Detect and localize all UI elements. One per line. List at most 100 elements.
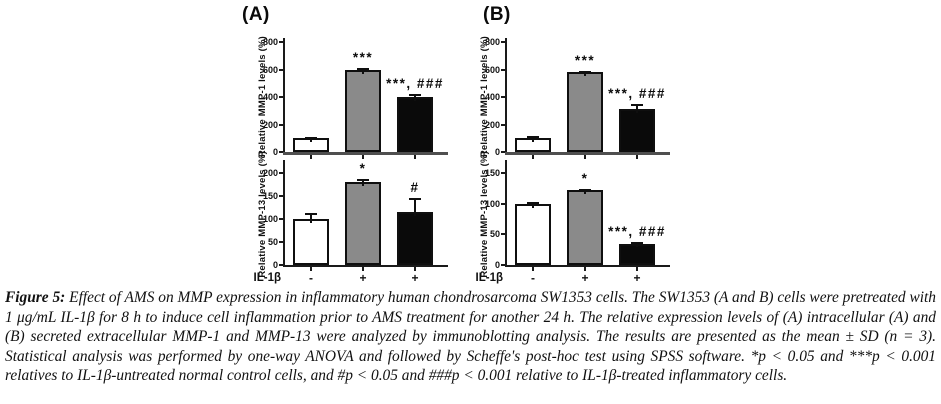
x-axis-treatment-label: IL-1β — [475, 272, 503, 284]
bar-control — [515, 203, 551, 265]
x-axis — [505, 265, 670, 267]
y-tick-label: 50 — [489, 229, 500, 240]
significance-annotation: ***, ### — [386, 76, 444, 92]
error-bar-cap — [527, 136, 539, 139]
y-axis — [283, 38, 285, 154]
y-tick-label: 150 — [262, 190, 278, 201]
x-axis-treatment-label: IL-1β — [253, 272, 281, 284]
x-axis — [505, 152, 670, 155]
error-bar — [584, 188, 586, 195]
y-tick-label: 600 — [484, 64, 500, 75]
significance-annotation: ***, ### — [608, 223, 666, 239]
y-tick — [279, 217, 283, 220]
y-tick-label: 200 — [262, 119, 278, 130]
significance-annotation: *** — [574, 52, 596, 68]
bar-il1b-treated — [567, 190, 603, 265]
y-tick-label: 0 — [272, 260, 278, 270]
y-tick — [279, 151, 283, 153]
y-tick-label: 150 — [484, 167, 500, 178]
error-bar — [414, 198, 416, 217]
error-bar — [636, 241, 638, 248]
y-tick — [279, 171, 283, 174]
y-tick — [501, 68, 505, 71]
error-bar — [310, 212, 312, 223]
caption-text: Effect of AMS on MMP expression in infla… — [5, 289, 936, 384]
x-tick — [584, 155, 586, 159]
x-category-label: + — [359, 271, 367, 285]
error-bar-cap — [357, 179, 369, 182]
y-axis — [505, 160, 507, 267]
error-bar — [636, 103, 638, 113]
error-bar-cap — [305, 136, 317, 139]
error-bar-cap — [579, 70, 591, 73]
y-tick-label: 100 — [484, 198, 500, 209]
error-bar-cap — [409, 198, 421, 201]
y-tick — [501, 41, 505, 44]
y-tick — [279, 96, 283, 99]
bar-control — [293, 218, 329, 265]
x-category-label: + — [581, 271, 589, 285]
x-tick — [310, 267, 312, 271]
error-bar-cap — [305, 212, 317, 215]
y-tick — [279, 68, 283, 71]
y-tick — [501, 96, 505, 99]
bar-il1b-ams-treated — [619, 108, 655, 152]
bar-il1b-ams-treated — [397, 212, 433, 265]
significance-annotation: * — [581, 170, 589, 186]
y-tick-label: 100 — [262, 213, 278, 224]
error-bar-cap — [527, 201, 539, 204]
y-tick-label: 400 — [262, 92, 278, 103]
bar-il1b-treated — [345, 69, 381, 152]
x-tick — [414, 267, 416, 271]
y-tick — [501, 151, 505, 153]
x-tick — [414, 155, 416, 159]
x-tick — [532, 267, 534, 271]
error-bar-cap — [631, 241, 643, 244]
y-tick — [501, 233, 505, 236]
x-category-label: - — [531, 271, 535, 285]
y-tick — [279, 123, 283, 126]
bar-il1b-treated — [567, 71, 603, 152]
y-tick-label: 200 — [262, 167, 278, 178]
error-bar-cap — [579, 188, 591, 191]
y-tick-label: 0 — [494, 260, 500, 270]
y-axis — [283, 160, 285, 267]
y-tick — [501, 123, 505, 126]
figure-panels: (A) IL-1β (B) IL-1β Relative MMP-1 levels (%… — [242, 4, 670, 285]
error-bar — [362, 68, 364, 74]
error-bar-cap — [631, 103, 643, 106]
y-tick-label: 0 — [272, 147, 278, 157]
error-bar-cap — [357, 68, 369, 71]
error-bar — [414, 94, 416, 102]
y-tick-label: 800 — [484, 37, 500, 48]
y-tick — [279, 41, 283, 44]
significance-annotation: ***, ### — [608, 85, 666, 101]
caption-label: Figure 5: — [5, 289, 66, 306]
x-tick — [584, 267, 586, 271]
y-tick — [279, 240, 283, 243]
significance-annotation: *** — [352, 50, 374, 66]
y-tick — [501, 202, 505, 205]
bar-il1b-treated — [345, 182, 381, 265]
y-tick-label: 400 — [484, 92, 500, 103]
significance-annotation: * — [359, 161, 367, 177]
x-category-label: + — [633, 271, 641, 285]
x-axis — [283, 152, 448, 155]
error-bar — [362, 179, 364, 187]
y-tick — [501, 264, 505, 266]
error-bar — [310, 136, 312, 143]
x-tick — [532, 155, 534, 159]
error-bar — [532, 136, 534, 142]
y-tick-label: 600 — [262, 64, 278, 75]
y-tick-label: 50 — [267, 236, 278, 247]
bar-il1b-ams-treated — [397, 97, 433, 152]
error-bar — [584, 70, 586, 76]
y-tick — [279, 194, 283, 197]
x-axis — [283, 265, 448, 267]
x-category-label: - — [309, 271, 313, 285]
significance-annotation: # — [410, 180, 420, 196]
y-tick-label: 800 — [262, 37, 278, 48]
panel-label: (A) — [242, 4, 270, 25]
x-tick — [636, 155, 638, 159]
